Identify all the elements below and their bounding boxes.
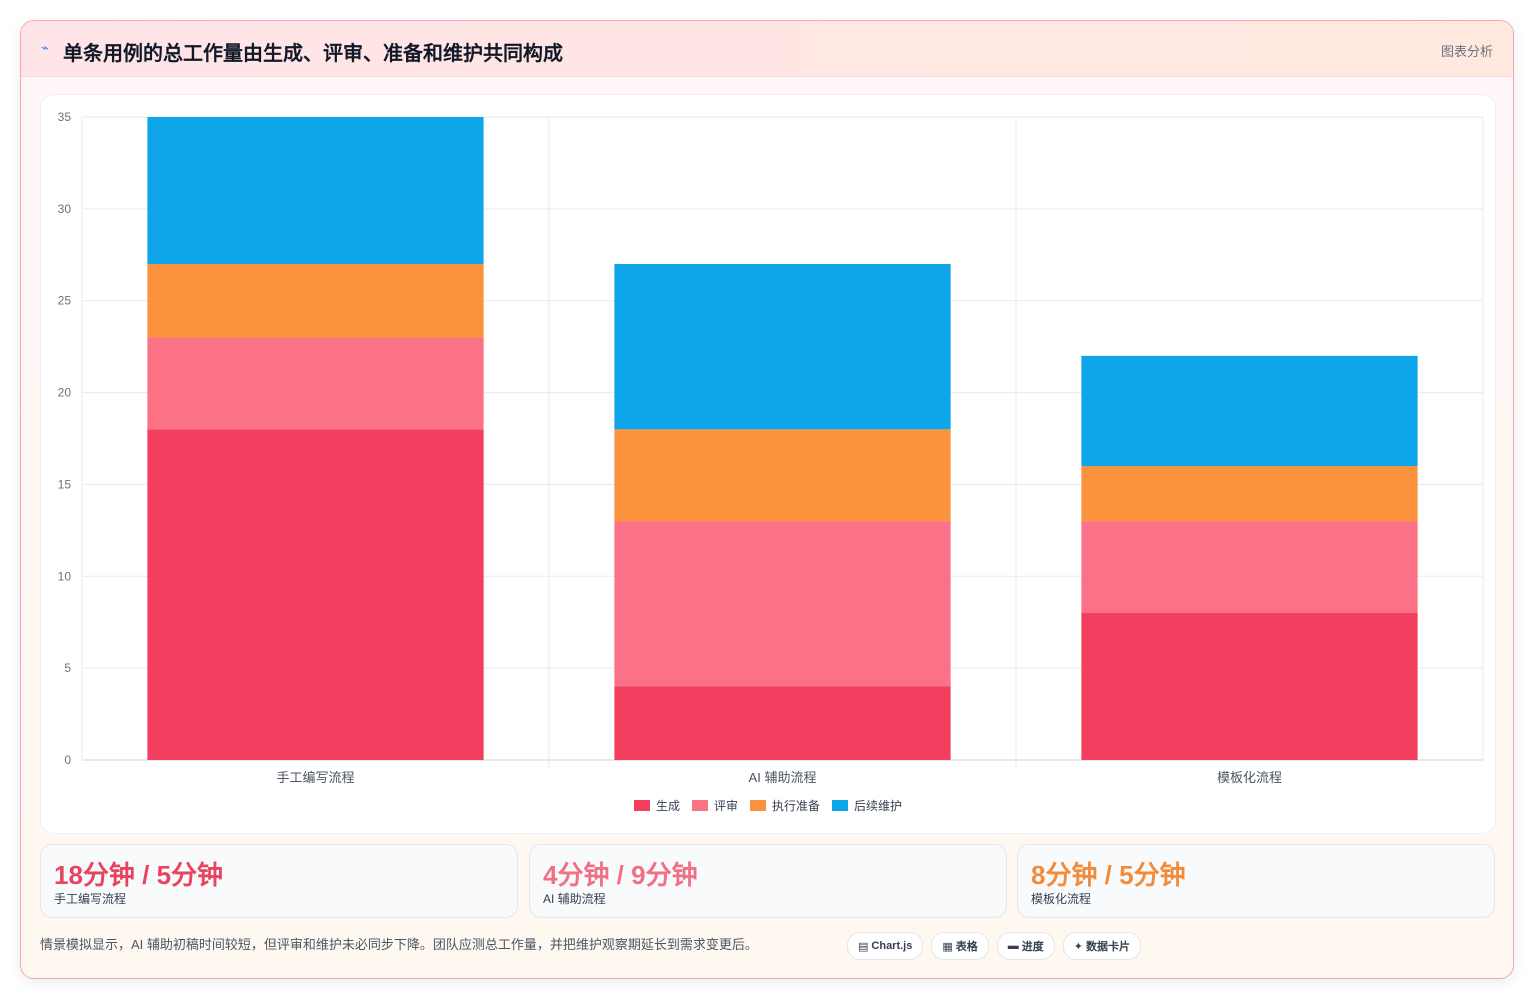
y-tick-label: 5 [64, 661, 71, 675]
bar-segment [1081, 355, 1418, 467]
legend-swatch [691, 800, 708, 811]
bar-segment [614, 686, 951, 760]
stat-label: 手工编写流程 [54, 892, 127, 906]
stat-card-ai: 4分钟 / 9分钟 AI 辅助流程 [529, 844, 1007, 918]
chart-panel: 0 5 10 15 20 25 30 35 手工编写流程 AI 辅助流程 模板化流程 生成 评审 执行准… [40, 94, 1496, 834]
tag-label: 数据卡片 [1086, 941, 1130, 953]
bar-segment [147, 429, 484, 760]
card-icon: ✦ [1073, 940, 1083, 953]
tag-list: ▤ Chart.js ▦ 表格 ▬ 进度 ✦ 数据卡片 [847, 932, 1141, 960]
stat-card-manual: 18分钟 / 5分钟 手工编写流程 [40, 844, 518, 918]
stat-label: 模板化流程 [1031, 892, 1092, 906]
bar-segment [147, 117, 484, 264]
bar-segment [147, 337, 484, 430]
y-tick-label: 35 [58, 110, 72, 124]
legend-swatch [633, 800, 650, 811]
tag-label: 进度 [1021, 941, 1044, 953]
legend-item[interactable]: 执行准备 [750, 797, 820, 814]
legend-swatch [832, 800, 849, 811]
bar-segment [1081, 613, 1418, 760]
bar-segment [614, 263, 951, 430]
y-tick-label: 0 [64, 753, 71, 767]
stat-label: AI 辅助流程 [543, 892, 606, 906]
chart-icon: ▤ [858, 940, 869, 953]
card-header: ⌁ 单条用例的总工作量由生成、评审、准备和维护共同构成 图表分析 [21, 21, 1513, 77]
y-tick-label: 10 [58, 569, 72, 583]
stat-value: 8分钟 / 5分钟 [1031, 860, 1186, 890]
bar-segment [1081, 466, 1418, 522]
tag-chartjs[interactable]: ▤ Chart.js [847, 932, 924, 960]
legend-label: 执行准备 [772, 799, 821, 813]
x-tick-label: AI 辅助流程 [749, 770, 817, 785]
legend-item[interactable]: 评审 [691, 797, 738, 814]
stat-value: 4分钟 / 9分钟 [543, 860, 698, 890]
legend-item[interactable]: 后续维护 [832, 797, 902, 814]
bar-segment [147, 263, 484, 338]
chart-title: 单条用例的总工作量由生成、评审、准备和维护共同构成 [63, 43, 563, 65]
footnote: 情景模拟显示，AI 辅助初稿时间较短，但评审和维护未必同步下降。团队应测总工作量… [40, 937, 758, 952]
stacked-bar-chart: 0 5 10 15 20 25 30 35 手工编写流程 AI 辅助流程 模板化流程 [58, 110, 1484, 785]
progress-icon: ▬ [1007, 940, 1019, 952]
table-icon: ▦ [942, 940, 953, 953]
tag-progress[interactable]: ▬ 进度 [996, 932, 1055, 960]
x-tick-label: 手工编写流程 [276, 770, 354, 785]
legend-label: 生成 [655, 799, 680, 813]
tag-label: 表格 [955, 941, 978, 953]
legend-label: 评审 [713, 799, 738, 813]
legend-swatch [750, 800, 766, 811]
x-tick-label: 模板化流程 [1217, 770, 1282, 785]
legend-label: 后续维护 [854, 799, 903, 813]
y-tick-label: 25 [58, 294, 72, 308]
y-tick-label: 30 [58, 202, 72, 216]
bar-segment [1081, 521, 1418, 614]
y-tick-label: 15 [58, 477, 72, 491]
chart-line-icon: ⌁ [41, 40, 49, 55]
stat-value: 18分钟 / 5分钟 [54, 860, 224, 890]
tag-table[interactable]: ▦ 表格 [931, 932, 989, 960]
stat-card-template: 8分钟 / 5分钟 模板化流程 [1017, 844, 1495, 918]
y-tick-label: 20 [58, 386, 72, 400]
bar-segment [614, 521, 951, 687]
chart-card: ⌁ 单条用例的总工作量由生成、评审、准备和维护共同构成 图表分析 0 5 10 15 2… [20, 20, 1514, 979]
tag-data-card[interactable]: ✦ 数据卡片 [1062, 932, 1141, 960]
tag-label: Chart.js [871, 940, 913, 952]
bar-segment [614, 429, 951, 522]
chart-analysis-link[interactable]: 图表分析 [1440, 44, 1493, 59]
chart-legend: 生成 评审 执行准备 后续维护 [41, 797, 1495, 814]
legend-item[interactable]: 生成 [633, 797, 680, 814]
